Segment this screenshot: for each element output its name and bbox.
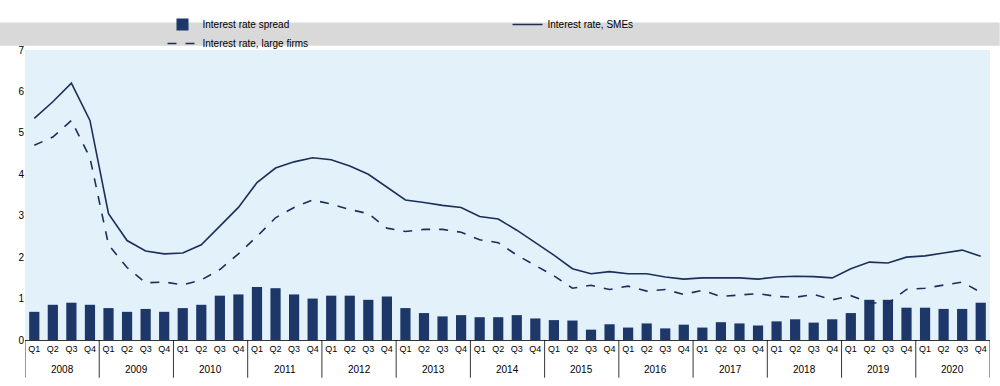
svg-text:2011: 2011 [274,364,296,375]
svg-text:Q1: Q1 [251,344,263,354]
svg-text:Q4: Q4 [604,344,616,354]
svg-text:Q3: Q3 [288,344,300,354]
svg-text:Q2: Q2 [344,344,356,354]
svg-text:7: 7 [18,45,24,56]
svg-text:Q4: Q4 [84,344,96,354]
svg-text:2008: 2008 [51,364,74,375]
svg-text:Q1: Q1 [622,344,634,354]
svg-text:Q1: Q1 [325,344,337,354]
svg-text:2012: 2012 [348,364,371,375]
svg-text:2020: 2020 [941,364,964,375]
svg-text:Q2: Q2 [121,344,133,354]
svg-text:Q2: Q2 [641,344,653,354]
svg-text:1: 1 [18,293,24,304]
svg-text:Q2: Q2 [492,344,504,354]
svg-text:Q1: Q1 [771,344,783,354]
svg-text:Q3: Q3 [437,344,449,354]
svg-text:Q4: Q4 [158,344,170,354]
svg-text:2017: 2017 [719,364,742,375]
svg-text:Q4: Q4 [752,344,764,354]
svg-text:Interest rate spread: Interest rate spread [203,19,290,30]
svg-text:Q3: Q3 [808,344,820,354]
svg-text:Q4: Q4 [307,344,319,354]
svg-text:Q3: Q3 [140,344,152,354]
svg-text:2015: 2015 [570,364,593,375]
svg-text:Q3: Q3 [659,344,671,354]
svg-text:Q3: Q3 [511,344,523,354]
svg-text:Q4: Q4 [455,344,467,354]
svg-text:Q2: Q2 [863,344,875,354]
svg-text:Q4: Q4 [975,344,987,354]
svg-text:Q2: Q2 [195,344,207,354]
svg-text:2018: 2018 [793,364,816,375]
svg-text:Q3: Q3 [65,344,77,354]
svg-text:2009: 2009 [125,364,148,375]
svg-text:Q1: Q1 [28,344,40,354]
svg-text:Q1: Q1 [919,344,931,354]
svg-text:Q3: Q3 [882,344,894,354]
svg-text:2014: 2014 [496,364,519,375]
svg-text:Q1: Q1 [103,344,115,354]
svg-text:0: 0 [18,335,24,346]
svg-text:Q1: Q1 [177,344,189,354]
svg-text:Q3: Q3 [362,344,374,354]
svg-text:Q2: Q2 [47,344,59,354]
svg-text:Q4: Q4 [381,344,393,354]
svg-text:Q1: Q1 [845,344,857,354]
svg-text:2013: 2013 [422,364,445,375]
svg-text:Q4: Q4 [900,344,912,354]
svg-text:Interest rate, large firms: Interest rate, large firms [203,38,309,49]
svg-text:2016: 2016 [644,364,667,375]
svg-text:Q3: Q3 [214,344,226,354]
svg-text:Q3: Q3 [733,344,745,354]
svg-text:Q4: Q4 [678,344,690,354]
svg-text:Q2: Q2 [270,344,282,354]
svg-text:Q4: Q4 [232,344,244,354]
svg-text:4: 4 [18,169,24,180]
svg-text:3: 3 [18,210,24,221]
svg-text:5: 5 [18,127,24,138]
svg-text:Q2: Q2 [566,344,578,354]
svg-text:Q4: Q4 [826,344,838,354]
svg-text:Q1: Q1 [399,344,411,354]
svg-text:Interest rate, SMEs: Interest rate, SMEs [548,19,634,30]
svg-text:Q4: Q4 [529,344,541,354]
svg-text:2010: 2010 [199,364,222,375]
svg-text:Q1: Q1 [474,344,486,354]
svg-text:6: 6 [18,86,24,97]
svg-text:Q2: Q2 [418,344,430,354]
svg-text:Q2: Q2 [715,344,727,354]
svg-text:Q3: Q3 [956,344,968,354]
svg-text:Q1: Q1 [548,344,560,354]
svg-text:Q2: Q2 [938,344,950,354]
svg-text:2019: 2019 [867,364,890,375]
svg-text:2: 2 [18,252,24,263]
svg-text:Q1: Q1 [696,344,708,354]
svg-text:Q3: Q3 [585,344,597,354]
svg-text:Q2: Q2 [789,344,801,354]
